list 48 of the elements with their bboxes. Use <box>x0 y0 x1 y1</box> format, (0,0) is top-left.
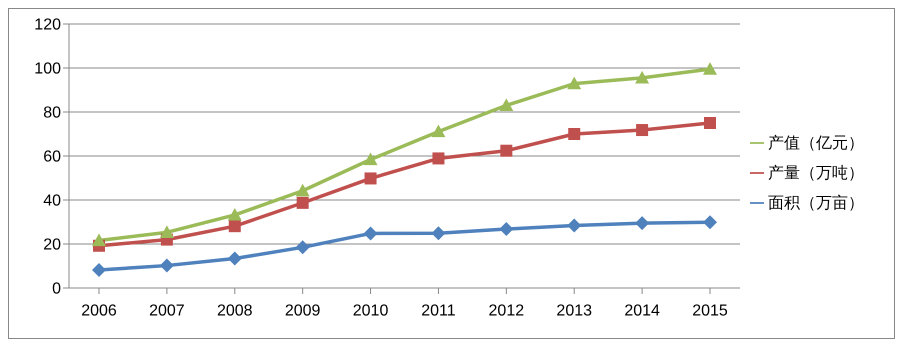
y-tick-label: 80 <box>43 104 62 122</box>
point <box>364 226 378 240</box>
point <box>703 62 717 75</box>
point <box>635 70 650 84</box>
point <box>635 216 650 230</box>
y-tick-label: 0 <box>52 280 62 298</box>
point <box>228 252 242 266</box>
point <box>92 262 106 277</box>
x-tick-label: 2008 <box>216 302 253 320</box>
point <box>296 184 310 196</box>
x-tick-label: 2009 <box>284 302 321 320</box>
point <box>296 240 310 254</box>
point <box>228 220 241 232</box>
x-tick-label: 2014 <box>624 302 660 320</box>
y-tick-label: 20 <box>43 236 62 254</box>
point <box>567 218 582 233</box>
point <box>636 124 648 136</box>
point <box>228 208 242 221</box>
y-tick-label: 120 <box>34 16 62 34</box>
legend-label: 产量（万吨） <box>768 164 864 182</box>
point <box>499 222 514 236</box>
point <box>568 128 580 140</box>
point <box>432 152 444 164</box>
x-tick-label: 2012 <box>488 302 524 320</box>
legend-label: 产值（亿元） <box>768 134 864 152</box>
y-tick-label: 100 <box>34 60 62 78</box>
y-tick-label: 40 <box>43 192 62 210</box>
point <box>92 233 106 246</box>
point <box>364 172 377 184</box>
point <box>364 152 378 166</box>
x-tick-label: 2015 <box>692 302 728 320</box>
point <box>431 226 446 240</box>
x-tick-label: 2010 <box>352 302 388 320</box>
x-tick-label: 2006 <box>81 302 117 320</box>
x-tick-label: 2011 <box>421 302 456 320</box>
point <box>160 258 174 273</box>
point <box>703 215 717 230</box>
point <box>499 98 514 111</box>
point <box>431 124 446 138</box>
legend-label: 面积（万亩） <box>768 194 864 212</box>
point <box>500 144 512 157</box>
point <box>160 225 174 238</box>
x-tick-label: 2013 <box>556 302 592 320</box>
point <box>704 117 716 129</box>
point <box>296 196 309 209</box>
y-tick-label: 60 <box>43 148 62 166</box>
point <box>567 76 582 90</box>
x-tick-label: 2007 <box>149 302 185 320</box>
